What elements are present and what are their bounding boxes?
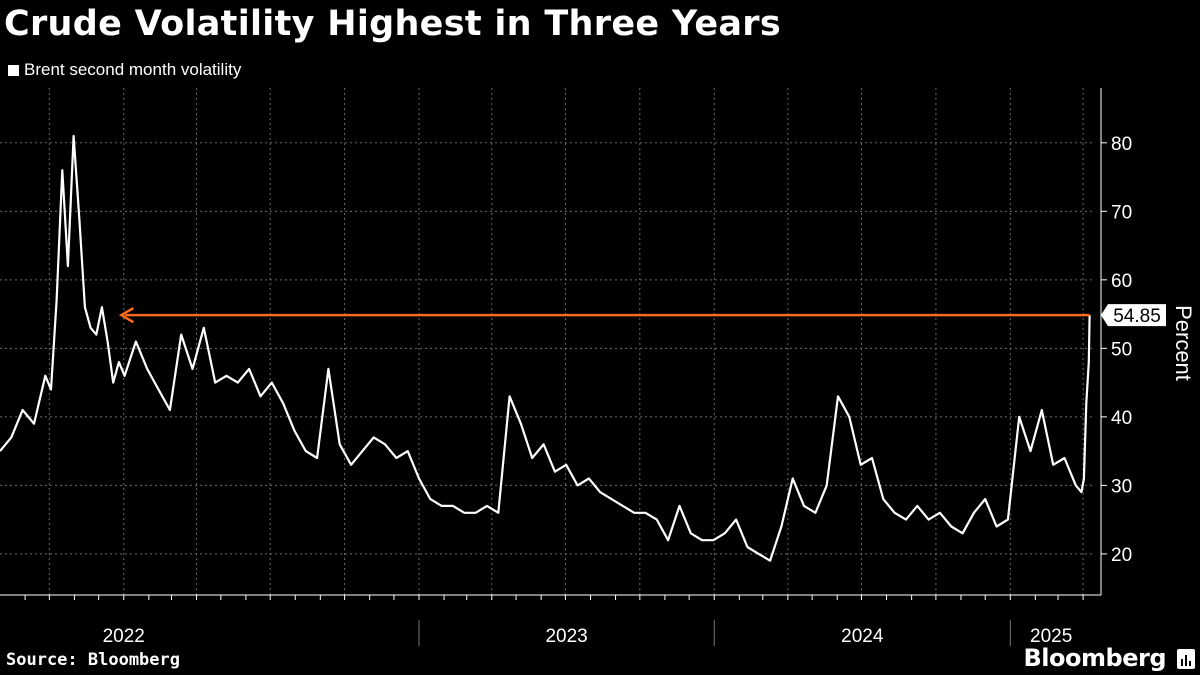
y-tick-label: 80 (1111, 134, 1132, 155)
series-layer (0, 134, 1091, 562)
y-tick-label: 20 (1111, 545, 1132, 566)
annotation-layer: 54.85 (118, 304, 1166, 327)
y-tick-label: 70 (1111, 202, 1132, 223)
x-tick-label: 2022 (103, 626, 145, 647)
y-tick-label: 40 (1111, 408, 1132, 429)
y-axis: 20 30 40 50 60 70 80 Percent (1100, 88, 1196, 595)
legend-swatch (8, 64, 19, 76)
last-value-box (1101, 304, 1166, 327)
y-axis-title: Percent (1171, 305, 1196, 381)
x-tick-label: 2023 (545, 626, 587, 647)
legend: Brent second month volatility (8, 60, 241, 80)
annotation-arrowhead (118, 307, 134, 324)
x-tick-label: 2024 (841, 626, 884, 647)
series-line-brent (0, 134, 1091, 562)
legend-label: Brent second month volatility (24, 60, 242, 79)
y-tick-label: 60 (1111, 271, 1132, 292)
brand-logo: Bloomberg (1023, 644, 1167, 672)
x-tick-label: 2025 (1030, 626, 1072, 647)
y-tick-label: 30 (1111, 476, 1132, 497)
y-tick-label: 50 (1111, 339, 1132, 360)
chart-title: Crude Volatility Highest in Three Years (4, 4, 781, 44)
grid-lines (0, 88, 1092, 595)
bloomberg-terminal-icon (1177, 649, 1195, 669)
source-note: Source: Bloomberg (6, 650, 180, 670)
x-axis: 2022 2023 2024 2025 (0, 594, 1101, 647)
last-value-label: 54.85 (1113, 306, 1161, 327)
